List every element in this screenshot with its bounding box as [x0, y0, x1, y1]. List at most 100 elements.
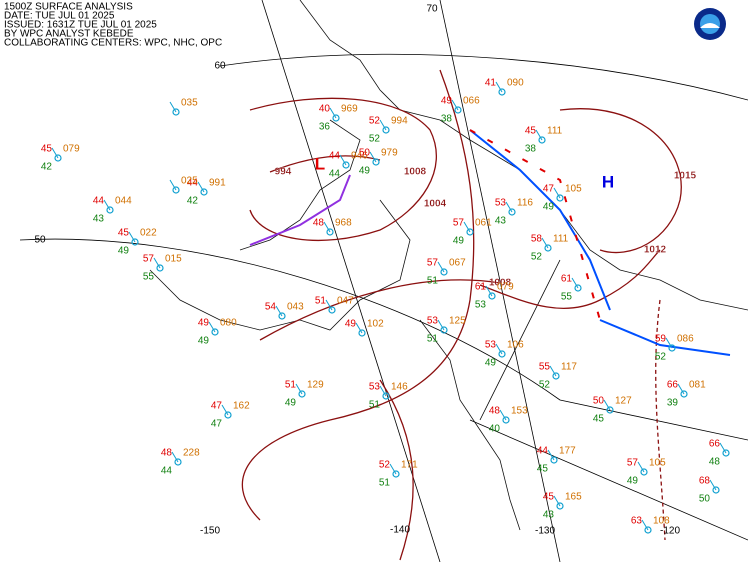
dewpoint: 52: [531, 252, 543, 263]
dewpoint: 43: [495, 216, 507, 227]
wind-barb: [295, 383, 303, 395]
dewpoint: 49: [198, 336, 210, 347]
temperature: 59: [655, 334, 667, 345]
wind-barb: [485, 285, 493, 297]
dewpoint: 43: [93, 214, 105, 225]
pressure: 105: [649, 458, 666, 469]
pressure: 066: [463, 96, 480, 107]
pressure: 061: [475, 218, 492, 229]
pressure: 079: [63, 144, 80, 155]
wind-barb: [355, 322, 363, 334]
temperature: 49: [198, 318, 210, 329]
pressure: 022: [140, 228, 157, 239]
isobar-label: 994: [275, 167, 292, 178]
station-circle: [556, 502, 564, 510]
header-line: ISSUED: 1631Z TUE JUL 01 2025: [4, 20, 157, 31]
wind-barb: [275, 305, 283, 317]
wind-barb: [389, 463, 397, 475]
pressure: 117: [561, 362, 577, 373]
station-circle: [466, 228, 474, 236]
station-circle: [382, 126, 390, 134]
wind-barb: [549, 365, 557, 377]
pressure: 044: [115, 196, 132, 207]
temperature: 47: [543, 184, 555, 195]
pressure: 969: [341, 104, 358, 115]
dewpoint: 42: [41, 162, 53, 173]
wind-barb: [323, 221, 331, 233]
temperature: 68: [699, 476, 711, 487]
pressure: 171: [401, 460, 418, 471]
station-circle: [644, 526, 652, 534]
wind-barb: [499, 409, 507, 421]
temperature: 52: [379, 460, 391, 471]
temperature: 40: [319, 104, 331, 115]
pressure: 079: [497, 282, 514, 293]
temperature: 57: [453, 218, 465, 229]
dewpoint: 51: [369, 400, 381, 411]
temperature: 57: [427, 258, 439, 269]
temperature: 63: [631, 516, 643, 527]
wind-barb: [637, 461, 645, 473]
temperature: 49: [441, 96, 453, 107]
station-circle: [131, 238, 139, 246]
station-circle: [106, 206, 114, 214]
pressure: 125: [449, 316, 466, 327]
dewpoint: 50: [699, 494, 711, 505]
station-circle: [722, 449, 730, 457]
station-circle: [172, 186, 180, 194]
temperature: 49: [345, 319, 357, 330]
station-circle: [358, 329, 366, 337]
pressure: 116: [517, 198, 533, 209]
pressure: 047: [337, 296, 354, 307]
pressure: 127: [615, 396, 632, 407]
grid-label: -120: [660, 526, 680, 537]
wind-barb: [495, 81, 503, 93]
station-circle: [556, 194, 564, 202]
temperature: 50: [359, 148, 371, 159]
pressure: 991: [209, 178, 226, 189]
dewpoint: 40: [489, 424, 501, 435]
dewpoint: 44: [161, 466, 173, 477]
wind-barb: [437, 319, 445, 331]
wind-barb: [339, 154, 347, 166]
temperature: 53: [427, 316, 439, 327]
pressure: 946: [351, 151, 368, 162]
pressure: 086: [677, 334, 694, 345]
dewpoint: 42: [187, 196, 199, 207]
station-circle: [498, 88, 506, 96]
pressure: 081: [689, 380, 706, 391]
station-circle: [298, 390, 306, 398]
temperature: 51: [315, 296, 327, 307]
dewpoint: 49: [285, 398, 297, 409]
dewpoint: 51: [427, 334, 439, 345]
dewpoint: 45: [593, 414, 605, 425]
dewpoint: 53: [475, 300, 487, 311]
temperature: 57: [627, 458, 639, 469]
station-circle: [668, 344, 676, 352]
wind-barb: [128, 231, 136, 243]
wind-barb: [369, 151, 377, 163]
pressure: 080: [220, 318, 237, 329]
station-circle: [544, 244, 552, 252]
station-circle: [342, 161, 350, 169]
dewpoint: 52: [369, 134, 381, 145]
lat-lon-grid: [19, 0, 748, 562]
temperature: 61: [561, 274, 573, 285]
isobar-label: 1012: [644, 245, 667, 256]
temperature: 44: [537, 446, 549, 457]
dewpoint: 51: [427, 276, 439, 287]
isobars: [241, 69, 682, 561]
temperature: 66: [709, 439, 721, 450]
wind-barb: [553, 495, 561, 507]
station-circle: [382, 392, 390, 400]
station-circle: [211, 328, 219, 336]
wind-barb: [208, 321, 216, 333]
dewpoint: 49: [627, 476, 639, 487]
pressure: 015: [165, 254, 182, 265]
isobar-label: 1015: [674, 171, 697, 182]
pressure: 968: [335, 218, 352, 229]
station-circle: [440, 268, 448, 276]
header-line: DATE: TUE JUL 01 2025: [4, 11, 115, 22]
wind-barb: [677, 383, 685, 395]
wind-barb: [221, 404, 229, 416]
